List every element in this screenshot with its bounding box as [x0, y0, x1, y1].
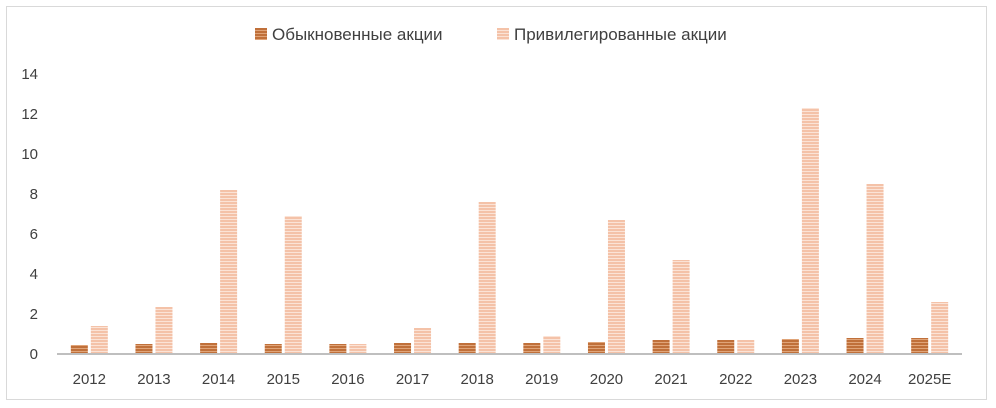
- x-tick-label: 2021: [654, 371, 687, 388]
- bar-common-2016: [329, 344, 347, 354]
- bar-preferred-2016: [349, 344, 367, 354]
- bar-preferred-2015: [284, 216, 302, 354]
- y-axis: 0 2 4 6 8 10 12 14: [21, 66, 38, 363]
- bar-preferred-2024: [866, 184, 884, 354]
- x-tick-label: 2019: [525, 371, 558, 388]
- bar-preferred-2012: [90, 326, 108, 354]
- bar-preferred-2018: [478, 202, 496, 354]
- legend-swatch-common: [255, 28, 267, 40]
- bar-preferred-2019: [543, 336, 561, 354]
- bar-common-2014: [200, 343, 218, 354]
- bar-common-2013: [135, 344, 153, 354]
- y-tick-label: 12: [21, 106, 38, 123]
- bar-preferred-2014: [220, 190, 238, 354]
- bar-preferred-2023: [801, 108, 819, 354]
- y-tick-label: 14: [21, 66, 38, 83]
- y-tick-label: 6: [30, 226, 38, 243]
- bar-common-2019: [523, 343, 541, 354]
- bar-preferred-2021: [672, 260, 690, 354]
- x-tick-label: 2014: [202, 371, 235, 388]
- x-tick-label: 2012: [73, 371, 106, 388]
- x-tick-label: 2023: [784, 371, 817, 388]
- x-tick-label: 2022: [719, 371, 752, 388]
- x-tick-label: 2017: [396, 371, 429, 388]
- y-tick-label: 10: [21, 146, 38, 163]
- x-tick-label: 2024: [848, 371, 881, 388]
- x-tick-label: 2013: [137, 371, 170, 388]
- y-tick-label: 8: [30, 186, 38, 203]
- bar-common-2018: [458, 343, 476, 354]
- bar-common-2022: [717, 340, 735, 354]
- x-tick-label: 2025E: [908, 371, 951, 388]
- bar-preferred-2025E: [931, 302, 949, 354]
- bar-common-2017: [394, 343, 412, 354]
- legend-label-preferred: Привилегированные акции: [514, 25, 727, 44]
- bars: [70, 108, 949, 354]
- x-tick-label: 2020: [590, 371, 623, 388]
- y-tick-label: 2: [30, 306, 38, 323]
- x-tick-label: 2018: [460, 371, 493, 388]
- y-tick-label: 0: [30, 346, 38, 363]
- bar-common-2024: [846, 338, 864, 354]
- x-axis: 2012 2013 2014 2015 2016 2017 2018 2019 2020 2021…: [73, 371, 952, 388]
- bar-common-2021: [652, 340, 670, 354]
- bar-common-2012: [70, 345, 88, 354]
- legend: Обыкновенные акции Привилегированные акц…: [255, 25, 727, 44]
- bar-preferred-2017: [414, 328, 432, 354]
- bar-preferred-2022: [737, 340, 755, 354]
- bar-common-2015: [264, 344, 282, 354]
- bar-common-2020: [587, 342, 605, 354]
- x-tick-label: 2015: [267, 371, 300, 388]
- bar-preferred-2020: [607, 220, 625, 354]
- legend-label-common: Обыкновенные акции: [272, 25, 443, 44]
- x-tick-label: 2016: [331, 371, 364, 388]
- bar-common-2025E: [911, 338, 929, 354]
- legend-swatch-preferred: [497, 28, 509, 40]
- bar-preferred-2013: [155, 307, 173, 354]
- bar-common-2023: [781, 339, 799, 354]
- y-tick-label: 4: [30, 266, 38, 283]
